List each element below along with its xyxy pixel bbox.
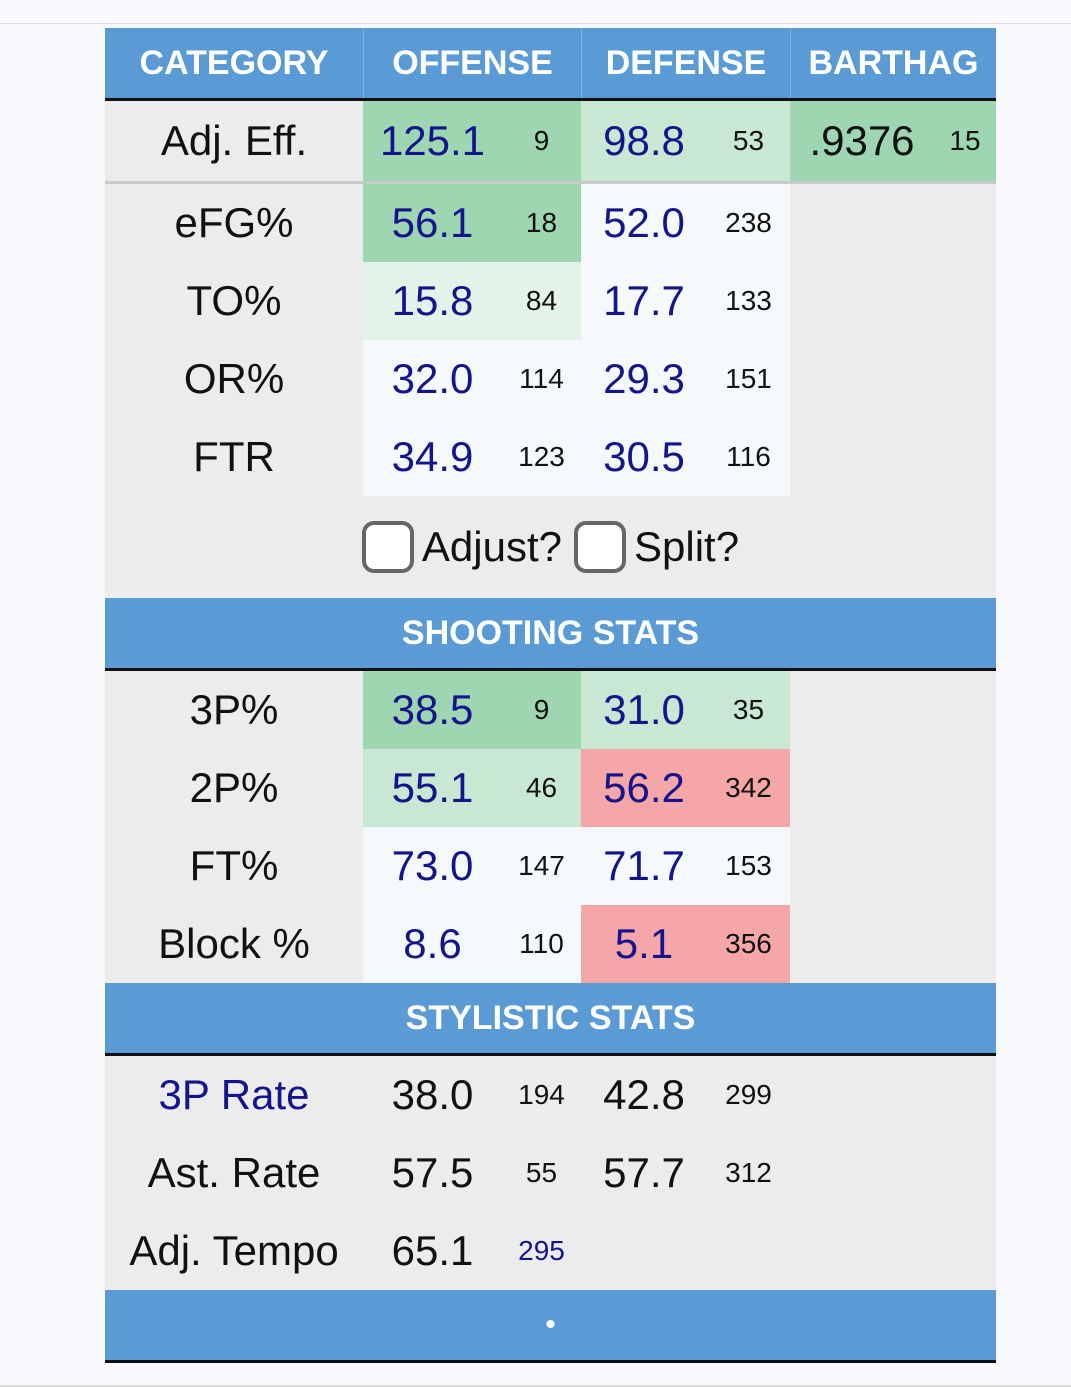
adjust-checkbox-label: Adjust? — [421, 523, 563, 570]
defense-rank: 356 — [707, 905, 790, 983]
table-row: OR% 32.0 114 29.3 151 — [105, 340, 996, 418]
defense-value: 57.7 — [603, 1149, 685, 1196]
offense-rank: 84 — [502, 262, 581, 340]
adjust-checkbox-box[interactable] — [361, 521, 414, 573]
split-checkbox-label: Split? — [634, 523, 740, 570]
offense-rank: 9 — [502, 671, 581, 749]
table-row: 3P Rate 38.0 194 42.8 299 — [105, 1056, 996, 1134]
offense-value: 38.5 — [363, 671, 502, 749]
offense-value: 65.1 — [391, 1227, 474, 1274]
defense-rank: 133 — [707, 262, 790, 340]
defense-value: 29.3 — [581, 340, 707, 418]
shooting-stats-header: SHOOTING STATS — [105, 598, 996, 671]
table-row: TO% 15.8 84 17.7 133 — [105, 262, 996, 340]
defense-rank: 312 — [725, 1157, 772, 1188]
row-label: 2P% — [189, 764, 279, 811]
offense-value: 8.6 — [363, 905, 502, 983]
header-offense[interactable]: OFFENSE — [363, 28, 581, 98]
stylistic-stats-header: STYLISTIC STATS — [105, 983, 996, 1056]
row-label: Ast. Rate — [147, 1149, 321, 1196]
offense-rank: 110 — [502, 905, 581, 983]
table-row: Adj. Tempo 65.1 295 — [105, 1212, 996, 1290]
row-label: Adj. Tempo — [129, 1227, 339, 1274]
table-row: eFG% 56.1 18 52.0 238 — [105, 184, 996, 262]
offense-value: 56.1 — [363, 184, 502, 262]
offense-rank: 55 — [525, 1157, 558, 1188]
table-row: 3P% 38.5 9 31.0 35 — [105, 671, 996, 749]
defense-rank: 53 — [707, 101, 790, 181]
offense-value: 32.0 — [363, 340, 502, 418]
tempo-rank-link[interactable]: 295 — [518, 1235, 565, 1266]
defense-rank: 116 — [707, 418, 790, 496]
row-label-link[interactable]: 3P Rate — [158, 1071, 310, 1118]
defense-value: 30.5 — [581, 418, 707, 496]
header-barthag[interactable]: BARTHAG — [790, 28, 996, 98]
defense-rank: 35 — [707, 671, 790, 749]
offense-value: 125.1 — [363, 101, 502, 181]
defense-value: 71.7 — [581, 827, 707, 905]
defense-rank: 342 — [707, 749, 790, 827]
offense-value: 55.1 — [363, 749, 502, 827]
offense-value: 73.0 — [363, 827, 502, 905]
offense-value: 34.9 — [363, 418, 502, 496]
offense-value: 15.8 — [363, 262, 502, 340]
adj-eff-row: Adj. Eff. 125.1 9 98.8 53 .9376 15 — [105, 101, 996, 184]
row-label: FT% — [189, 842, 279, 889]
offense-rank: 9 — [502, 101, 581, 181]
table-footer: • — [105, 1290, 996, 1363]
defense-value: 52.0 — [581, 184, 707, 262]
row-label: FTR — [193, 433, 275, 480]
barthag-value: .9376 — [790, 101, 934, 181]
defense-value: 17.7 — [581, 262, 707, 340]
row-label: eFG% — [174, 199, 294, 246]
defense-rank: 151 — [707, 340, 790, 418]
header-defense[interactable]: DEFENSE — [581, 28, 790, 98]
defense-value: 31.0 — [581, 671, 707, 749]
defense-rank: 299 — [725, 1079, 772, 1110]
row-label: Block % — [158, 920, 310, 967]
table-row: Ast. Rate 57.5 55 57.7 312 — [105, 1134, 996, 1212]
offense-value: 38.0 — [391, 1071, 474, 1118]
defense-value: 56.2 — [581, 749, 707, 827]
adjust-checkbox[interactable]: Adjust? — [361, 521, 563, 573]
barthag-rank: 15 — [934, 101, 996, 181]
options-row: Adjust? Split? — [105, 496, 996, 598]
table-row: Block % 8.6 110 5.1 356 — [105, 905, 996, 983]
offense-rank: 123 — [502, 418, 581, 496]
row-label: OR% — [183, 355, 285, 402]
offense-rank: 46 — [502, 749, 581, 827]
offense-rank: 18 — [502, 184, 581, 262]
row-label: 3P% — [189, 686, 279, 733]
row-label: TO% — [186, 277, 282, 324]
defense-rank: 238 — [707, 184, 790, 262]
table-row: 2P% 55.1 46 56.2 342 — [105, 749, 996, 827]
defense-rank: 153 — [707, 827, 790, 905]
offense-rank: 114 — [502, 340, 581, 418]
defense-value: 5.1 — [581, 905, 707, 983]
row-label: Adj. Eff. — [160, 117, 308, 164]
defense-value: 98.8 — [581, 101, 707, 181]
bottom-divider — [0, 1385, 1071, 1387]
defense-value: 42.8 — [603, 1071, 685, 1118]
table-row: FTR 34.9 123 30.5 116 — [105, 418, 996, 496]
team-stats-table: CATEGORY OFFENSE DEFENSE BARTHAG Adj. Ef… — [105, 28, 996, 1363]
table-row: FT% 73.0 147 71.7 153 — [105, 827, 996, 905]
offense-rank: 147 — [502, 827, 581, 905]
table-header: CATEGORY OFFENSE DEFENSE BARTHAG — [105, 28, 996, 101]
offense-rank: 194 — [518, 1079, 565, 1110]
top-divider — [0, 23, 1071, 24]
split-checkbox-box[interactable] — [574, 521, 627, 573]
header-category[interactable]: CATEGORY — [139, 43, 329, 82]
offense-value: 57.5 — [391, 1149, 474, 1196]
split-checkbox[interactable]: Split? — [574, 521, 739, 573]
